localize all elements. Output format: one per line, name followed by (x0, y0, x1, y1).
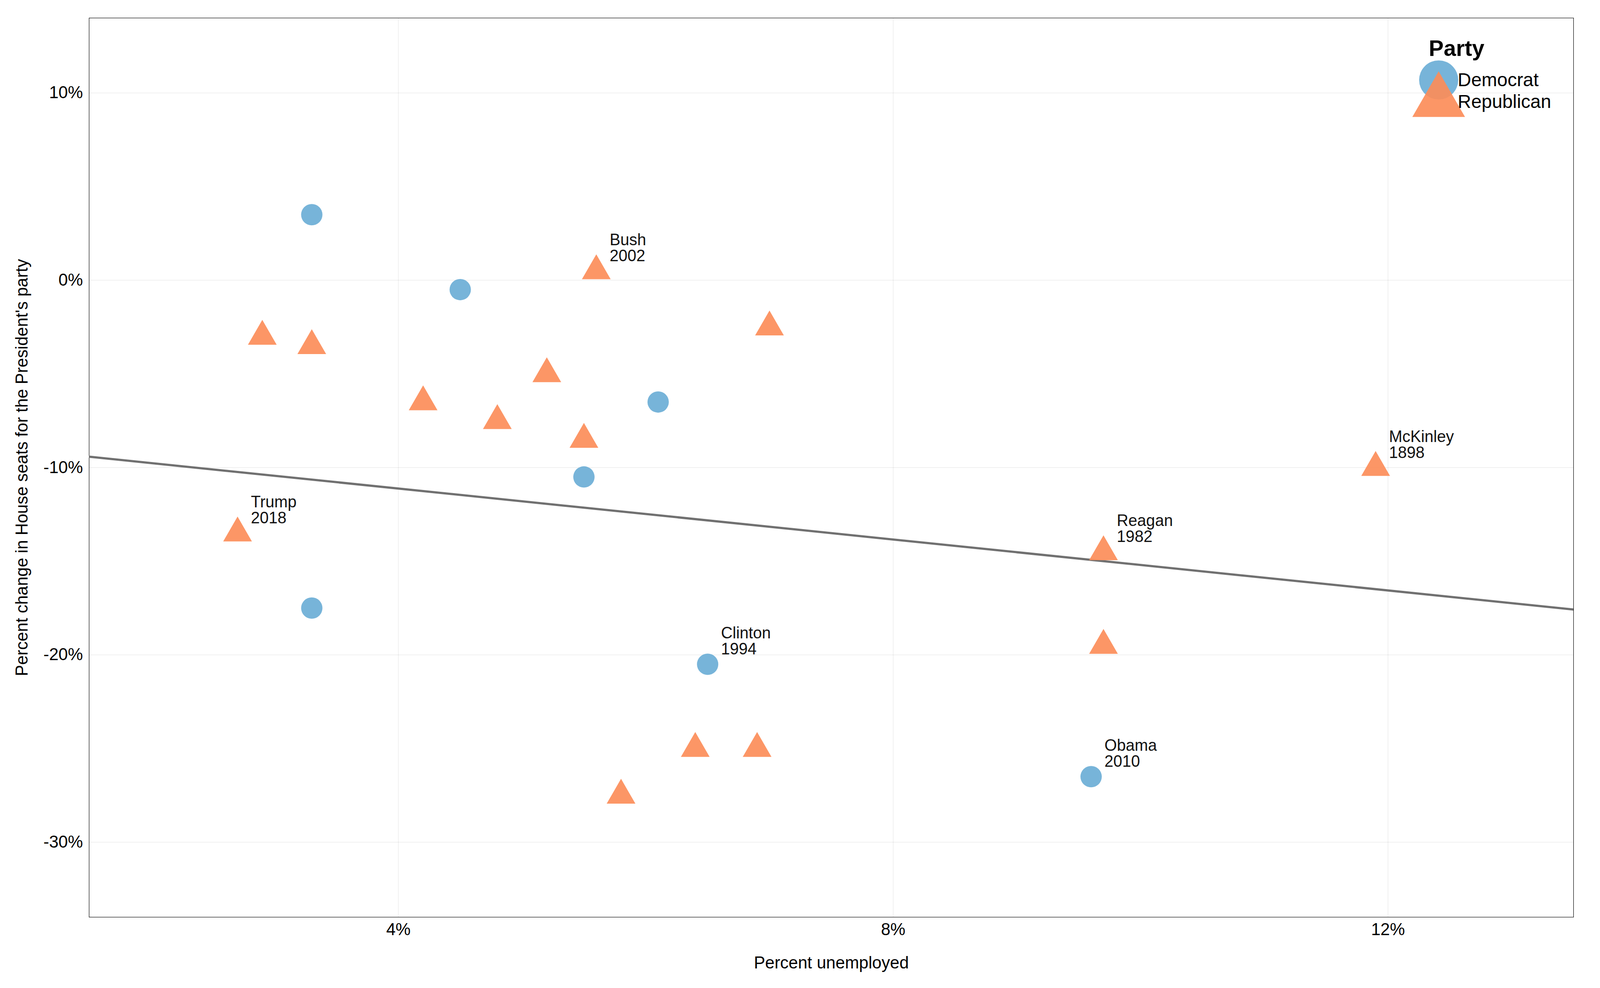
html-text:Democrat: Democrat (1457, 69, 1539, 91)
svg-text:0%: 0% (58, 270, 84, 290)
svg-text:-30%: -30% (43, 832, 84, 852)
svg-text:-10%: -10% (43, 458, 84, 477)
svg-text:8%: 8% (880, 920, 906, 940)
svg-text:Percent change in House seats: Percent change in House seats for the Pr… (12, 259, 32, 677)
svg-text:-20%: -20% (43, 645, 84, 664)
svg-text:Bush2002: Bush2002 (609, 230, 647, 265)
svg-text:Trump2018: Trump2018 (251, 492, 297, 528)
svg-text:McKinley1898: McKinley1898 (1388, 427, 1454, 462)
svg-text:10%: 10% (48, 83, 83, 102)
svg-text:12%: 12% (1371, 920, 1405, 940)
html-text:Party: Party (1428, 36, 1485, 61)
svg-text:Percent unemployed: Percent unemployed (753, 953, 909, 973)
svg-text:Clinton1994: Clinton1994 (720, 624, 771, 659)
svg-text:Obama2010: Obama2010 (1104, 736, 1158, 771)
html-text:Republican: Republican (1457, 91, 1552, 112)
svg-text:4%: 4% (386, 920, 411, 940)
svg-text:Reagan1982: Reagan1982 (1116, 511, 1173, 546)
